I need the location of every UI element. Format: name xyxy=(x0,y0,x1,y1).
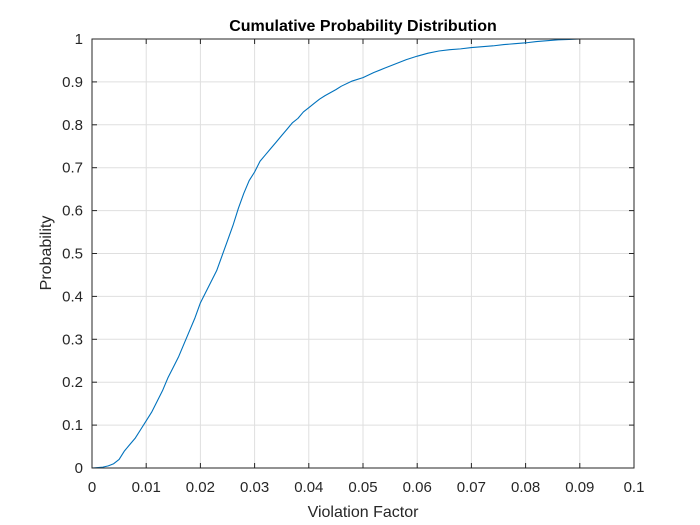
y-tick-label: 0.2 xyxy=(62,374,83,391)
y-axis-ticks: 0 0.1 0.2 0.3 0.4 0.5 0.6 0.7 0.8 0.9 1 xyxy=(62,31,634,477)
chart-title: Cumulative Probability Distribution xyxy=(229,18,497,35)
cdf-line xyxy=(91,38,634,469)
plot-frame xyxy=(91,38,635,469)
x-tick-label: 0.01 xyxy=(132,479,161,496)
x-tick-label: 0.06 xyxy=(403,479,432,496)
y-tick-label: 0.4 xyxy=(62,288,83,305)
x-tick-label: 0.02 xyxy=(186,479,215,496)
y-tick-label: 0.6 xyxy=(62,203,83,220)
y-axis-label: Probability xyxy=(38,216,55,291)
x-axis-label: Violation Factor xyxy=(308,504,420,521)
x-tick-label: 0 xyxy=(88,479,96,496)
x-tick-label: 0.05 xyxy=(348,479,377,496)
y-tick-label: 0.8 xyxy=(62,117,83,134)
x-tick-label: 0.09 xyxy=(565,479,594,496)
y-tick-label: 1 xyxy=(75,31,83,48)
x-tick-label: 0.1 xyxy=(624,479,645,496)
x-tick-label: 0.07 xyxy=(457,479,486,496)
y-tick-label: 0 xyxy=(75,460,83,477)
x-tick-label: 0.08 xyxy=(511,479,540,496)
y-tick-label: 0.5 xyxy=(62,246,83,263)
y-tick-label: 0.1 xyxy=(62,417,83,434)
y-tick-label: 0.9 xyxy=(62,74,83,91)
x-tick-label: 0.03 xyxy=(240,479,269,496)
x-axis-ticks: 0 0.01 0.02 0.03 0.04 0.05 0.06 0.07 0.08 0.09 0.1 xyxy=(88,39,645,496)
series-group xyxy=(91,38,634,469)
y-tick-label: 0.7 xyxy=(62,160,83,177)
y-tick-label: 0.3 xyxy=(62,331,83,348)
x-tick-label: 0.04 xyxy=(294,479,323,496)
